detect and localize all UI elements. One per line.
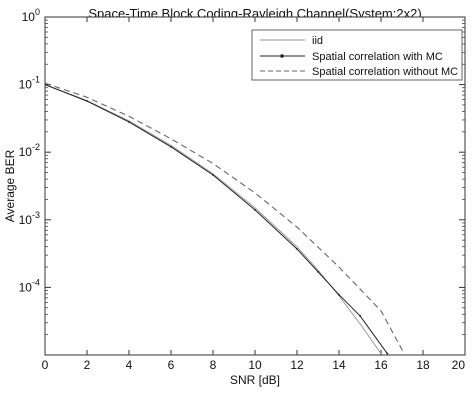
y-tick-label-1: 10-1 [19, 75, 40, 92]
y-tick-exponent-0: 0 [35, 7, 40, 17]
series-1-point-4 [212, 174, 214, 176]
x-axis-label: SNR [dB] [230, 373, 280, 387]
series-1-point-8 [338, 293, 340, 296]
series-line-2 [45, 82, 405, 354]
x-tick-label-10: 20 [452, 358, 466, 372]
x-tick-label-6: 12 [290, 358, 304, 372]
series-line-0 [45, 84, 382, 354]
series-layer [45, 82, 405, 355]
legend-with-mc-marker [280, 54, 284, 58]
series-1-point-2 [128, 121, 130, 123]
y-tick-exponent-1: -1 [32, 75, 40, 85]
legend: iid Spatial correlation with MC Spatial … [251, 29, 463, 81]
series-1-point-9 [359, 314, 361, 317]
x-tick-label-3: 6 [168, 358, 175, 372]
legend-iid-label: iid [312, 35, 323, 47]
series-1-point-7 [317, 270, 319, 273]
y-tick-base-4: 10 [19, 280, 33, 294]
legend-box [251, 29, 463, 81]
series-1-point-10 [386, 352, 389, 355]
series-1-point-5 [254, 209, 256, 211]
y-tick-base-1: 10 [19, 78, 33, 92]
y-tick-exponent-3: -3 [32, 210, 40, 220]
legend-with-mc-label: Spatial correlation with MC [312, 51, 443, 63]
x-tick-label-2: 4 [126, 358, 133, 372]
legend-without-mc-label: Spatial correlation without MC [312, 66, 458, 78]
y-tick-base-0: 10 [22, 10, 36, 24]
y-tick-base-3: 10 [19, 213, 33, 227]
x-tick-label-4: 8 [210, 358, 217, 372]
y-tick-exponent-2: -2 [32, 142, 40, 152]
x-ticks: 0 2 4 6 8 10 12 14 16 18 20 [42, 17, 466, 372]
series-1-point-0 [45, 83, 46, 86]
series-1-point-3 [170, 145, 172, 148]
y-tick-label-4: 10-4 [19, 277, 40, 294]
series-1-point-1 [86, 100, 88, 103]
y-tick-exponent-4: -4 [32, 277, 40, 287]
x-tick-label-5: 10 [248, 358, 262, 372]
y-axis-label: Average BER [3, 149, 17, 222]
y-tick-label-0: 100 [22, 7, 40, 24]
series-1-point-6 [296, 248, 298, 250]
x-tick-label-9: 18 [416, 358, 430, 372]
x-tick-label-1: 2 [84, 358, 91, 372]
x-tick-label-7: 14 [332, 358, 346, 372]
y-tick-base-2: 10 [19, 145, 33, 159]
y-tick-label-2: 10-2 [19, 142, 40, 159]
x-tick-label-0: 0 [42, 358, 49, 372]
y-tick-label-3: 10-3 [19, 210, 40, 227]
x-tick-label-8: 16 [374, 358, 388, 372]
